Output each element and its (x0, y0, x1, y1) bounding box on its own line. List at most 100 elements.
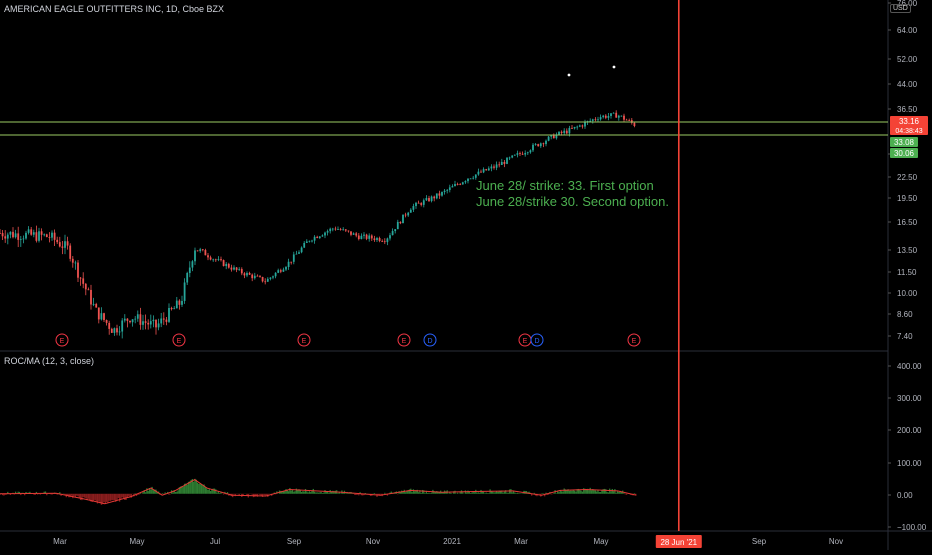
candle-body (550, 134, 553, 137)
candle-body (212, 259, 215, 261)
indicator-axis-label: 0.00 (897, 491, 913, 500)
event-badge-label: E (302, 338, 307, 345)
candle-body (620, 115, 623, 117)
candle-body (363, 234, 365, 236)
candle-body (526, 152, 529, 154)
candle-body (448, 187, 451, 190)
candle-body (303, 242, 306, 248)
candle-body (368, 235, 371, 239)
candle-body (147, 322, 150, 325)
candle-body (199, 249, 202, 252)
price-axis-label: 19.50 (897, 194, 918, 203)
candle-body (573, 126, 576, 129)
event-badge-label: E (60, 338, 65, 345)
candle-body (282, 269, 285, 272)
candle-body (227, 263, 230, 268)
time-axis-label: May (593, 537, 608, 546)
candle-body (45, 234, 48, 238)
candle-body (360, 235, 363, 240)
line-price-tag-2 (890, 148, 918, 158)
candle-body (342, 229, 345, 231)
candle-body (168, 307, 170, 322)
countdown-value: 04:38:43 (895, 128, 922, 135)
candle-body (279, 270, 282, 272)
candle-body (118, 331, 121, 333)
candle-body (285, 267, 287, 270)
candle-body (209, 257, 212, 260)
candle-body (207, 255, 209, 258)
candle-body (305, 241, 308, 243)
candle-body (378, 238, 381, 241)
candle-body (300, 247, 303, 253)
candle-body (35, 232, 38, 241)
candle-body (584, 122, 586, 127)
date-tag (655, 535, 702, 548)
candle-body (9, 231, 12, 235)
candle-body (383, 241, 386, 243)
candle-body (495, 164, 498, 168)
indicator-legend: ROC/MA (12, 3, close) (4, 356, 95, 366)
candle-body (537, 144, 540, 147)
candle-body (160, 318, 163, 324)
candle-body (134, 318, 137, 320)
candle-body (144, 321, 147, 323)
candle-body (459, 184, 462, 185)
candle-body (539, 143, 542, 147)
indicator-axis-label: 400.00 (897, 362, 922, 371)
price-axis-label: 64.00 (897, 26, 918, 35)
candle-body (428, 198, 430, 202)
line-price-value-1: 33.08 (894, 138, 915, 147)
candle-body (589, 120, 592, 122)
candle-body (12, 231, 14, 238)
candle-body (578, 125, 581, 127)
candle-body (500, 161, 503, 165)
candle-body (71, 258, 74, 263)
candle-body (313, 236, 316, 241)
candle-body (443, 190, 446, 193)
candle-body (311, 240, 313, 242)
candle-body (19, 239, 22, 240)
annotation-note-1[interactable]: June 28/ strike: 33. First option (476, 178, 654, 193)
candle-body (568, 127, 571, 134)
candle-body (331, 228, 334, 230)
candle-body (430, 196, 433, 202)
candle-body (149, 321, 152, 325)
price-axis-label: 10.00 (897, 289, 918, 298)
candle-body (480, 171, 482, 173)
candle-body (334, 228, 337, 230)
candle-body (407, 212, 410, 216)
candle-body (264, 281, 267, 283)
indicator-axis-label: 300.00 (897, 394, 922, 403)
candle-body (108, 322, 111, 329)
candle-body (633, 122, 636, 127)
annotation-note-2[interactable]: June 28/strike 30. Second option. (476, 194, 669, 209)
candle-body (240, 269, 243, 274)
currency-badge[interactable]: USD (890, 4, 911, 13)
candle-body (116, 328, 118, 333)
candle-body (17, 233, 20, 240)
candle-body (625, 119, 628, 121)
candle-body (238, 269, 241, 270)
candle-body (563, 130, 566, 133)
candle-body (194, 250, 196, 262)
candle-body (53, 232, 56, 240)
time-axis-label: Mar (53, 537, 67, 546)
candle-body (214, 259, 217, 261)
candle-body (623, 115, 625, 120)
last-price-value: 33.16 (899, 117, 920, 126)
event-badge-label: D (534, 338, 539, 345)
price-tags: 33.16 04:38:43 33.08 30.06 28 Jun '21 (655, 116, 928, 548)
candle-body (464, 181, 467, 183)
price-axis-label: 8.60 (897, 310, 913, 319)
event-badge-label: E (177, 338, 182, 345)
time-axis-label: May (129, 537, 144, 546)
candle-body (201, 249, 204, 251)
candle-body (490, 166, 493, 169)
candle-body (225, 263, 228, 267)
candle-body (404, 214, 407, 216)
candle-body (256, 275, 259, 277)
candle-body (157, 323, 160, 328)
candle-body (100, 313, 103, 320)
